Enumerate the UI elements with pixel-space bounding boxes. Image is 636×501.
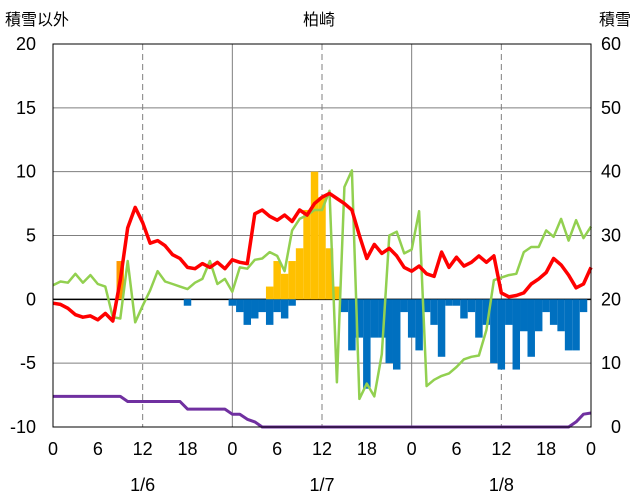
x-tick-label: 6 xyxy=(93,439,103,459)
x-tick-label: 12 xyxy=(312,439,332,459)
bars xyxy=(116,171,588,389)
depth-change-bar xyxy=(534,299,543,332)
y-right-tick-label: 10 xyxy=(601,353,621,373)
depth-change-bar xyxy=(236,299,244,313)
green-series-line xyxy=(52,169,593,401)
depth-change-bar xyxy=(370,299,379,338)
depth-change-bar xyxy=(258,299,266,313)
depth-change-bar xyxy=(422,299,431,313)
depth-change-bar xyxy=(243,299,252,325)
depth-change-bar xyxy=(467,299,476,313)
depth-change-bar xyxy=(392,299,401,370)
precip-bar xyxy=(265,286,274,300)
depth-change-bar xyxy=(273,299,281,313)
x-tick-label: 12 xyxy=(491,439,511,459)
x-tick-label: 6 xyxy=(272,439,282,459)
depth-change-bar xyxy=(572,299,580,351)
depth-change-bar xyxy=(385,299,393,364)
depth-change-bar xyxy=(520,299,528,332)
y-right-tick-label: 20 xyxy=(601,289,621,309)
depth-change-bar xyxy=(512,299,521,370)
y-right-label: 積雪 xyxy=(599,10,631,29)
depth-change-bar xyxy=(407,299,416,338)
depth-change-bar xyxy=(348,299,356,351)
precip-bar xyxy=(303,209,311,300)
depth-change-bar xyxy=(527,299,535,357)
x-tick-label: 0 xyxy=(227,439,237,459)
depth-change-bar xyxy=(579,299,588,313)
precip-bar xyxy=(280,273,289,300)
x-tick-label: 18 xyxy=(177,439,197,459)
y-left-tick-label: 0 xyxy=(26,289,36,309)
precip-bar xyxy=(318,197,326,300)
x-tick-label: 6 xyxy=(451,439,461,459)
chart-title: 柏崎 xyxy=(303,10,335,29)
depth-change-bar xyxy=(251,299,259,319)
depth-change-bar xyxy=(228,299,237,306)
depth-change-bar xyxy=(265,299,274,325)
temperature-line xyxy=(52,191,593,323)
depth-change-bar xyxy=(288,299,296,306)
y-left-tick-label: -5 xyxy=(20,353,36,373)
depth-change-bar xyxy=(445,299,453,306)
depth-change-bar xyxy=(280,299,289,319)
x-tick-label: 18 xyxy=(536,439,556,459)
y-left-tick-label: 15 xyxy=(16,98,36,118)
depth-change-bar xyxy=(430,299,438,325)
date-label: 1/7 xyxy=(309,475,334,495)
depth-change-bar xyxy=(355,299,364,338)
depth-change-bar xyxy=(475,299,483,338)
depth-change-bar xyxy=(497,299,506,370)
depth-change-bar xyxy=(340,299,349,313)
y-left-tick-label: -10 xyxy=(10,417,36,437)
precip-bar xyxy=(288,261,296,300)
x-tick-label: 0 xyxy=(48,439,58,459)
y-right-tick-label: 50 xyxy=(601,98,621,118)
depth-change-bar xyxy=(183,299,192,306)
depth-change-bar xyxy=(557,299,565,332)
y-left-label: 積雪以外 xyxy=(5,10,69,29)
y-right-tick-label: 0 xyxy=(611,417,621,437)
precip-bar xyxy=(310,171,319,300)
plot-frame xyxy=(52,43,592,428)
y-right-tick-label: 60 xyxy=(601,34,621,54)
date-label: 1/8 xyxy=(489,475,514,495)
precip-bar xyxy=(325,248,334,300)
precip-bar xyxy=(333,286,341,300)
y-right-tick-label: 40 xyxy=(601,162,621,182)
depth-change-bar xyxy=(542,299,550,313)
x-tick-label: 0 xyxy=(586,439,596,459)
depth-change-bar xyxy=(378,299,386,338)
depth-change-bar xyxy=(564,299,573,351)
depth-change-bar xyxy=(549,299,558,325)
depth-change-bar xyxy=(363,299,371,389)
depth-change-bar xyxy=(437,299,446,357)
depth-change-bar xyxy=(490,299,498,364)
depth-change-bar xyxy=(415,299,423,351)
y-left-tick-label: 5 xyxy=(26,226,36,246)
depth-change-bar xyxy=(505,299,513,325)
precip-bar xyxy=(273,261,281,300)
date-label: 1/6 xyxy=(130,475,155,495)
depth-change-bar xyxy=(452,299,461,306)
x-tick-label: 12 xyxy=(133,439,153,459)
depth-change-bar xyxy=(460,299,468,319)
precip-bar xyxy=(295,248,304,300)
depth-change-bar xyxy=(400,299,408,313)
depth-change-bar xyxy=(482,299,491,325)
x-tick-label: 18 xyxy=(357,439,377,459)
y-left-tick-label: 10 xyxy=(16,162,36,182)
y-right-tick-label: 30 xyxy=(601,226,621,246)
x-tick-label: 0 xyxy=(407,439,417,459)
y-left-tick-label: 20 xyxy=(16,34,36,54)
